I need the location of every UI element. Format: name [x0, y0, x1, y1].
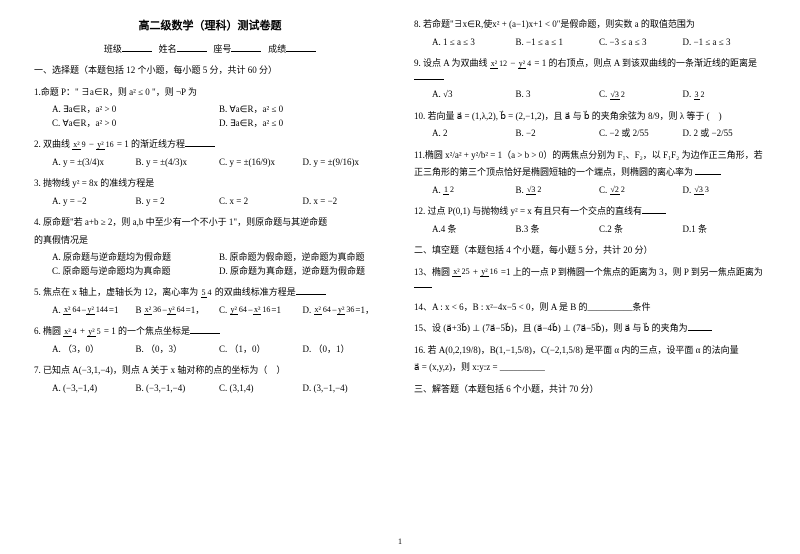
- q12-opt-c: C.2 条: [599, 223, 683, 237]
- q10-opt-d: D. 2 或 −2/55: [683, 127, 767, 141]
- q9-opt-d: D. 32: [683, 88, 767, 102]
- name-blank: [177, 43, 207, 52]
- score-label: 成绩: [268, 44, 286, 54]
- question-16: 16. 若 A(0,2,19/8)，B(1,−1,5/8)，C(−2,1,5/8…: [414, 344, 766, 375]
- q3-opt-c: C. x = 2: [219, 195, 303, 209]
- q8-opt-c: C. −3 ≤ a ≤ 3: [599, 36, 683, 50]
- q6-opt-b: B. （0，3）: [136, 343, 220, 357]
- q11-opt-b: B. √32: [516, 184, 600, 198]
- question-4: 4. 原命题"若 a+b ≥ 2，则 a,b 中至少有一个不小于 1"，则原命题…: [34, 216, 386, 278]
- question-15: 15、设 (a⃗+3b⃗) ⊥ (7a⃗−5b⃗)，且 (a⃗−4b⃗) ⊥ (…: [414, 322, 766, 336]
- exam-title: 高二级数学（理科）测试卷题: [34, 18, 386, 35]
- q3-opt-d: D. x = −2: [303, 195, 387, 209]
- q11-text: 11.椭圆 x²/a² + y²/b² = 1（a > b > 0）的两焦点分别…: [414, 149, 766, 163]
- q7-opt-b: B. (−3,−1,−4): [136, 382, 220, 396]
- q12-opt-a: A.4 条: [432, 223, 516, 237]
- q16-text: 16. 若 A(0,2,19/8)，B(1,−1,5/8)，C(−2,1,5/8…: [414, 344, 766, 358]
- q10-opt-c: C. −2 或 2/55: [599, 127, 683, 141]
- q2-opt-a: A. y = ±(3/4)x: [52, 156, 136, 170]
- right-column: 8. 若命题"∃x∈R,使x² + (a−1)x+1 < 0"是假命题，则实数 …: [400, 18, 780, 546]
- q13-text: 13、椭圆 x²25 + y²16 =1 上的一点 P 到椭圆一个焦点的距离为 …: [414, 266, 766, 293]
- q14-text: 14、A : x < 6，B : x²−4x−5 < 0，则 A 是 B 的__…: [414, 301, 766, 315]
- q8-opt-d: D. −1 ≤ a ≤ 3: [683, 36, 767, 50]
- question-3: 3. 抛物线 y² = 8x 的准线方程是 A. y = −2 B. y = 2…: [34, 177, 386, 208]
- q9-opt-b: B. 3: [516, 88, 600, 102]
- score-blank: [286, 43, 316, 52]
- q8-opt-a: A. 1 ≤ a ≤ 3: [432, 36, 516, 50]
- q11-text2: 正三角形的第三个顶点恰好是椭圆短轴的一个端点，则椭圆的离心率为: [414, 166, 766, 180]
- class-label: 班级: [104, 44, 122, 54]
- q5-opt-a: A. x²64−y²144=1: [52, 304, 136, 318]
- q4-opt-c: C. 原命题与逆命题均为真命题: [52, 265, 219, 279]
- question-11: 11.椭圆 x²/a² + y²/b² = 1（a > b > 0）的两焦点分别…: [414, 149, 766, 198]
- q1-opt-a: A. ∃a∈R，a² > 0: [52, 103, 219, 117]
- q5-text: 5. 焦点在 x 轴上，虚轴长为 12，离心率为 54 的双曲线标准方程是: [34, 286, 386, 300]
- q9-opt-a: A. √3: [432, 88, 516, 102]
- name-label: 姓名: [159, 44, 177, 54]
- q10-text: 10. 若向量 a⃗ = (1,λ,2), b⃗ = (2,−1,2)，且 a⃗…: [414, 110, 766, 124]
- q3-opt-b: B. y = 2: [136, 195, 220, 209]
- q1-opt-b: B. ∀a∈R，a² ≤ 0: [219, 103, 386, 117]
- q4-text: 4. 原命题"若 a+b ≥ 2，则 a,b 中至少有一个不小于 1"，则原命题…: [34, 216, 386, 230]
- q1-opt-d: D. ∃a∈R，a² ≤ 0: [219, 117, 386, 131]
- question-10: 10. 若向量 a⃗ = (1,λ,2), b⃗ = (2,−1,2)，且 a⃗…: [414, 110, 766, 141]
- seat-label: 座号: [213, 44, 231, 54]
- q2-opt-b: B. y = ±(4/3)x: [136, 156, 220, 170]
- q4-opt-d: D. 原命题为真命题，逆命题为假命题: [219, 265, 386, 279]
- q16-text2: a⃗ = (x,y,z)，则 x:y:z = __________: [414, 361, 766, 375]
- q5-opt-d: D. x²64−y²36=1，: [303, 304, 387, 318]
- q12-text: 12. 过点 P(0,1) 与抛物线 y² = x 有且只有一个交点的直线有: [414, 205, 766, 219]
- question-9: 9. 设点 A 为双曲线 x²12 − y²4 = 1 的右顶点，则点 A 到该…: [414, 57, 766, 102]
- question-6: 6. 椭圆 x²4 + y²5 = 1 的一个焦点坐标是 A. （3，0） B.…: [34, 325, 386, 356]
- q11-opt-d: D. √33: [683, 184, 767, 198]
- q5-opt-b: B x²36−y²64=1，: [136, 304, 220, 318]
- q6-opt-c: C. （1，0）: [219, 343, 303, 357]
- question-8: 8. 若命题"∃x∈R,使x² + (a−1)x+1 < 0"是假命题，则实数 …: [414, 18, 766, 49]
- q4-text2: 的真假情况是: [34, 234, 386, 248]
- q10-opt-a: A. 2: [432, 127, 516, 141]
- q3-opt-a: A. y = −2: [52, 195, 136, 209]
- q6-opt-a: A. （3，0）: [52, 343, 136, 357]
- section-2-heading: 二、填空题（本题包括 4 个小题，每小题 5 分，共计 20 分）: [414, 244, 766, 258]
- page-number: 1: [398, 536, 402, 548]
- q4-opt-a: A. 原命题与逆命题均为假命题: [52, 251, 219, 265]
- q9-text: 9. 设点 A 为双曲线 x²12 − y²4 = 1 的右顶点，则点 A 到该…: [414, 57, 766, 84]
- q8-opt-b: B. −1 ≤ a ≤ 1: [516, 36, 600, 50]
- question-5: 5. 焦点在 x 轴上，虚轴长为 12，离心率为 54 的双曲线标准方程是 A.…: [34, 286, 386, 317]
- q5-opt-c: C. y²64−x²16=1: [219, 304, 303, 318]
- q12-opt-b: B.3 条: [516, 223, 600, 237]
- q7-text: 7. 已知点 A(−3,1,−4)，则点 A 关于 x 轴对称的点的坐标为（ ）: [34, 364, 386, 378]
- q7-opt-c: C. (3,1,4): [219, 382, 303, 396]
- question-1: 1.命题 P：" ∃a∈R，则 a² ≤ 0 "，则 ¬P 为 A. ∃a∈R，…: [34, 86, 386, 131]
- question-14: 14、A : x < 6，B : x²−4x−5 < 0，则 A 是 B 的__…: [414, 301, 766, 315]
- q7-opt-a: A. (−3,−1,4): [52, 382, 136, 396]
- q9-opt-c: C. √32: [599, 88, 683, 102]
- q6-text: 6. 椭圆 x²4 + y²5 = 1 的一个焦点坐标是: [34, 325, 386, 339]
- question-2: 2. 双曲线 x²9 − y²16 = 1 的渐近线方程 A. y = ±(3/…: [34, 138, 386, 169]
- seat-blank: [231, 43, 261, 52]
- q2-text: 2. 双曲线 x²9 − y²16 = 1 的渐近线方程: [34, 138, 386, 152]
- q11-opt-a: A. 12: [432, 184, 516, 198]
- q12-opt-d: D.1 条: [683, 223, 767, 237]
- question-7: 7. 已知点 A(−3,1,−4)，则点 A 关于 x 轴对称的点的坐标为（ ）…: [34, 364, 386, 395]
- section-3-heading: 三、解答题（本题包括 6 个小题，共计 70 分）: [414, 383, 766, 397]
- question-13: 13、椭圆 x²25 + y²16 =1 上的一点 P 到椭圆一个焦点的距离为 …: [414, 266, 766, 293]
- q2-opt-c: C. y = ±(16/9)x: [219, 156, 303, 170]
- q7-opt-d: D. (3,−1,−4): [303, 382, 387, 396]
- question-12: 12. 过点 P(0,1) 与抛物线 y² = x 有且只有一个交点的直线有 A…: [414, 205, 766, 236]
- q11-opt-c: C. √22: [599, 184, 683, 198]
- q4-opt-b: B. 原命题为假命题，逆命题为真命题: [219, 251, 386, 265]
- q6-opt-d: D. （0，1）: [303, 343, 387, 357]
- section-1-heading: 一、选择题（本题包括 12 个小题，每小题 5 分，共计 60 分）: [34, 64, 386, 78]
- q8-text: 8. 若命题"∃x∈R,使x² + (a−1)x+1 < 0"是假命题，则实数 …: [414, 18, 766, 32]
- q15-text: 15、设 (a⃗+3b⃗) ⊥ (7a⃗−5b⃗)，且 (a⃗−4b⃗) ⊥ (…: [414, 322, 766, 336]
- left-column: 高二级数学（理科）测试卷题 班级 姓名 座号 成绩 一、选择题（本题包括 12 …: [20, 18, 400, 546]
- q1-text: 1.命题 P：" ∃a∈R，则 a² ≤ 0 "，则 ¬P 为: [34, 86, 386, 100]
- q1-opt-c: C. ∀a∈R，a² > 0: [52, 117, 219, 131]
- class-blank: [122, 43, 152, 52]
- q3-text: 3. 抛物线 y² = 8x 的准线方程是: [34, 177, 386, 191]
- q10-opt-b: B. −2: [516, 127, 600, 141]
- student-info-line: 班级 姓名 座号 成绩: [34, 43, 386, 57]
- q2-opt-d: D. y = ±(9/16)x: [303, 156, 387, 170]
